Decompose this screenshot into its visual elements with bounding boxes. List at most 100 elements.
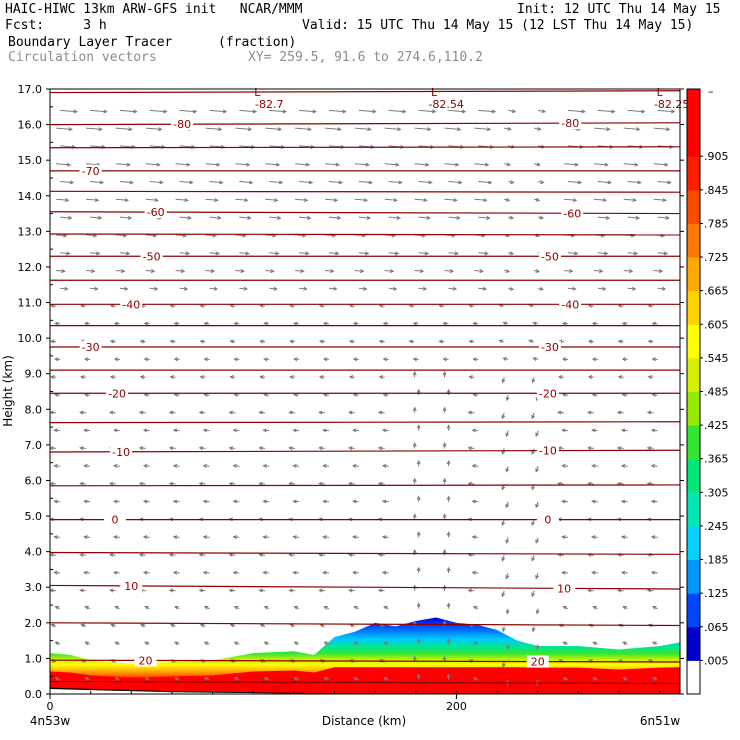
circulation-vector [113, 428, 120, 433]
colorbar: .005 .065 .125 .185 .245 .305 .365 .425 .485 .545… [686, 85, 729, 695]
circulation-vector [293, 321, 300, 326]
circulation-vector [383, 677, 389, 681]
circulation-vector [293, 677, 300, 681]
circulation-vector [567, 286, 577, 291]
circulation-vector [382, 357, 389, 362]
circulation-vector [620, 463, 628, 468]
x-axis: 0 200 [47, 691, 661, 713]
circulation-vector [504, 269, 511, 273]
circulation-vector [262, 463, 270, 468]
circulation-vector [322, 570, 330, 575]
circulation-vector [561, 428, 569, 433]
circulation-vector [233, 641, 240, 646]
circulation-vector [205, 268, 216, 274]
circulation-vector [623, 268, 634, 274]
tracer-core-area [50, 667, 680, 694]
circulation-vector [265, 268, 275, 274]
circulation-vector [505, 644, 510, 651]
minima-markers: L-82.7L-82.54L-82.25 [254, 86, 689, 111]
circulation-vector [446, 637, 451, 645]
circulation-vector [442, 548, 447, 556]
circulation-vector [416, 566, 421, 574]
circulation-vector [89, 109, 108, 114]
circulation-vector [145, 268, 156, 274]
circulation-vector [50, 375, 57, 380]
circulation-vector [228, 588, 236, 593]
circulation-vector [79, 552, 87, 557]
circulation-vector [446, 602, 451, 609]
y-tick-label: 7.0 [25, 439, 43, 452]
circulation-vector [358, 215, 372, 220]
circulation-vector [561, 535, 569, 540]
circulation-vector [233, 677, 240, 681]
circulation-vector [378, 375, 385, 380]
circulation-vector [617, 339, 624, 344]
circulation-vector [533, 162, 541, 167]
circulation-vector [115, 162, 131, 167]
circulation-vector [239, 251, 250, 256]
circulation-vector [414, 127, 432, 132]
circulation-vector [531, 377, 536, 384]
circulation-vector [616, 588, 624, 593]
circulation-vector [446, 424, 451, 431]
minimum-symbol: L [431, 86, 438, 99]
circulation-vector [53, 570, 61, 575]
circulation-vector [412, 357, 419, 362]
minimum-symbol: L [254, 86, 261, 99]
section-coords: XY= 259.5, 91.6 to 274.6,110.2 [248, 50, 483, 65]
circulation-vector [232, 428, 240, 433]
colorbar-swatch [687, 357, 700, 392]
circulation-vector [89, 215, 103, 220]
circulation-vector [179, 109, 198, 114]
circulation-vector [143, 321, 150, 326]
circulation-vector [348, 446, 355, 451]
circulation-vector [54, 321, 61, 326]
circulation-vector [235, 162, 251, 167]
circulation-vector [535, 644, 540, 651]
circulation-vector [563, 162, 580, 167]
circulation-vector [358, 180, 373, 185]
circulation-vector [142, 570, 150, 575]
circulation-vector [322, 535, 330, 540]
circulation-vector [79, 446, 87, 451]
circulation-vector [83, 357, 91, 362]
circulation-vector [352, 428, 359, 433]
colorbar-label: .725 [704, 251, 729, 264]
temperature-contours: 20 20 10 10 0 0 -10 -10 -20 -20 -30 -30 -40 -40 -50 -50… [50, 90, 680, 684]
temperature-contour [50, 551, 680, 555]
circulation-vector [295, 162, 311, 167]
circulation-vector [263, 605, 270, 610]
circulation-vector [597, 215, 611, 220]
colorbar-swatch [687, 492, 700, 527]
circulation-vector [504, 162, 512, 167]
contour-label: 10 [557, 582, 571, 595]
circulation-vector [378, 339, 385, 344]
circulation-vector [623, 127, 641, 132]
y-tick-label: 15.0 [18, 154, 43, 167]
circulation-vector [328, 215, 342, 220]
circulation-vector [109, 410, 116, 415]
temperature-contour [50, 421, 680, 424]
circulation-vector [501, 377, 506, 384]
contour-label: -30 [82, 341, 100, 354]
circulation-vector [412, 370, 417, 378]
colorbar-label: .365 [704, 453, 729, 466]
circulation-vector [446, 388, 451, 396]
circulation-vector [416, 602, 421, 609]
circulation-vector [323, 641, 330, 646]
circulation-vector [593, 162, 609, 167]
circulation-vector [352, 357, 359, 362]
circulation-vector [448, 215, 461, 220]
circulation-vector [262, 499, 270, 504]
circulation-vector [142, 499, 150, 504]
circulation-vector [324, 162, 341, 167]
y-axis-label: Height (km) [1, 355, 15, 426]
circulation-vector [292, 535, 300, 540]
y-axis: 0.0 1.0 2.0 3.0 4.0 5.0 6.0 7.0 8.0 9.0 10.0 11.0 12… [18, 83, 684, 701]
circulation-vector [202, 535, 210, 540]
circulation-vector [299, 251, 310, 256]
circulation-vector [142, 428, 150, 433]
circulation-vector [322, 428, 330, 433]
circulation-vector [83, 428, 91, 433]
circulation-vector [478, 286, 488, 291]
